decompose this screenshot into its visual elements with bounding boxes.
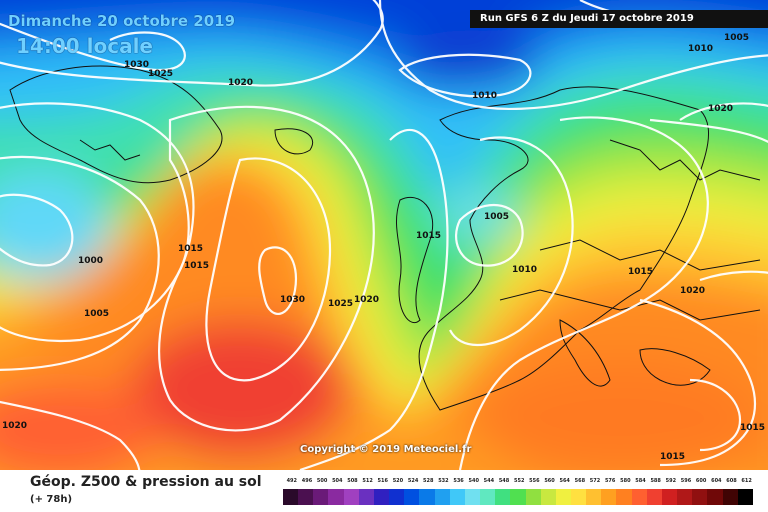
legend-value: 516 bbox=[377, 478, 388, 484]
legend-swatch bbox=[677, 489, 693, 505]
legend-value: 564 bbox=[559, 478, 570, 484]
legend-swatch bbox=[601, 489, 617, 505]
legend-value: 508 bbox=[347, 478, 358, 484]
legend-value: 536 bbox=[453, 478, 464, 484]
product-title: Géop. Z500 & pression au sol bbox=[30, 474, 262, 490]
legend-value: 540 bbox=[468, 478, 479, 484]
isobar-label: 1010 bbox=[512, 265, 537, 275]
legend-swatch bbox=[661, 489, 678, 505]
isobar-label: 1025 bbox=[328, 299, 353, 309]
legend-value: 544 bbox=[483, 478, 495, 484]
isobar-label: 1015 bbox=[184, 261, 209, 271]
legend-swatch bbox=[707, 489, 723, 505]
legend-value: 548 bbox=[498, 478, 510, 484]
legend-value: 584 bbox=[635, 478, 646, 484]
legend-value: 596 bbox=[680, 478, 692, 484]
legend-swatch bbox=[646, 489, 662, 505]
isobar-label: 1010 bbox=[688, 44, 713, 54]
isobar-values: 1030 1025 1020 1010 1010 1005 1020 1005 … bbox=[2, 33, 765, 462]
isobar-label: 1020 bbox=[708, 104, 733, 114]
legend-value: 524 bbox=[407, 478, 419, 484]
legend-swatch bbox=[419, 489, 435, 505]
legend-value: 528 bbox=[423, 478, 434, 484]
legend-swatch bbox=[586, 489, 602, 505]
legend-swatch bbox=[737, 489, 753, 505]
legend-swatch bbox=[540, 489, 556, 505]
legend-value: 500 bbox=[316, 478, 328, 484]
legend-swatch bbox=[616, 489, 632, 505]
legend-swatch bbox=[722, 489, 738, 505]
legend-value: 552 bbox=[514, 478, 525, 484]
legend-swatch bbox=[389, 489, 405, 505]
isobar-label: 1015 bbox=[660, 452, 685, 462]
isobar-label: 1030 bbox=[280, 295, 305, 305]
legend-value: 580 bbox=[620, 478, 631, 484]
isobars bbox=[0, 0, 768, 470]
legend-labels: 492 496 500 504 508 512 516 520 524 528 532 536 540 5… bbox=[283, 478, 753, 488]
legend-swatch bbox=[480, 489, 496, 505]
legend-value: 576 bbox=[604, 478, 616, 484]
isobar-label: 1015 bbox=[628, 267, 653, 277]
isobar-label: 1005 bbox=[84, 309, 109, 319]
legend-swatch bbox=[464, 489, 481, 505]
legend-value: 556 bbox=[529, 478, 540, 484]
isobar-label: 1020 bbox=[354, 295, 379, 305]
legend-value: 600 bbox=[695, 478, 707, 484]
isobar-label: 1005 bbox=[484, 212, 509, 222]
geopotential-map: 1030 1025 1020 1010 1010 1005 1020 1005 … bbox=[0, 0, 768, 470]
legend-value: 512 bbox=[362, 478, 373, 484]
legend-value: 572 bbox=[589, 478, 601, 484]
legend-value: 560 bbox=[544, 478, 555, 484]
legend-swatch bbox=[358, 489, 374, 505]
z500-color-field bbox=[0, 0, 768, 470]
isobar-label: 1025 bbox=[148, 69, 173, 79]
legend-value: 608 bbox=[726, 478, 737, 484]
isobar-label: 1010 bbox=[472, 91, 497, 101]
isobar-label: 1020 bbox=[228, 78, 253, 88]
legend-swatch bbox=[495, 489, 511, 505]
isobar-label: 1030 bbox=[124, 60, 149, 70]
isobar-label: 1020 bbox=[2, 421, 27, 431]
legend-swatch bbox=[570, 489, 587, 505]
legend-value: 592 bbox=[665, 478, 677, 484]
legend-value: 532 bbox=[438, 478, 449, 484]
isobar-label: 1015 bbox=[740, 423, 765, 433]
legend-value: 588 bbox=[650, 478, 661, 484]
coastlines bbox=[9, 65, 761, 411]
legend-swatch bbox=[692, 489, 708, 505]
legend-swatch bbox=[313, 489, 329, 505]
isobar-label: 1000 bbox=[78, 256, 103, 266]
copyright-text: Copyright © 2019 Meteociel.fr bbox=[300, 444, 472, 455]
legend-swatch bbox=[555, 489, 571, 505]
lead-time: (+ 78h) bbox=[30, 494, 73, 505]
legend-swatch bbox=[525, 489, 541, 505]
isobar-label: 1015 bbox=[178, 244, 203, 254]
legend-value: 604 bbox=[711, 478, 722, 484]
legend-value: 520 bbox=[392, 478, 404, 484]
legend-swatch bbox=[631, 489, 647, 505]
legend-swatch bbox=[328, 489, 344, 505]
legend-swatch bbox=[510, 489, 526, 505]
legend-swatch bbox=[373, 489, 390, 505]
forecast-time: 14:00 locale bbox=[16, 34, 153, 58]
legend-value: 504 bbox=[332, 478, 343, 484]
legend-swatch bbox=[404, 489, 420, 505]
isobar-label: 1015 bbox=[416, 231, 441, 241]
legend-swatch bbox=[449, 489, 465, 505]
legend-swatch bbox=[434, 489, 450, 505]
legend-swatch bbox=[283, 489, 299, 505]
legend-value: 492 bbox=[286, 478, 298, 484]
isobar-label: 1005 bbox=[724, 33, 749, 43]
run-info: Run GFS 6 Z du Jeudi 17 octobre 2019 bbox=[470, 10, 768, 28]
isobar-label: 1020 bbox=[680, 286, 705, 296]
legend-value: 568 bbox=[574, 478, 586, 484]
legend-value: 612 bbox=[741, 478, 752, 484]
legend-value: 496 bbox=[301, 478, 313, 484]
legend-swatch bbox=[298, 489, 314, 505]
color-legend bbox=[283, 489, 753, 505]
legend-swatch bbox=[343, 489, 359, 505]
forecast-date: Dimanche 20 octobre 2019 bbox=[8, 12, 236, 30]
